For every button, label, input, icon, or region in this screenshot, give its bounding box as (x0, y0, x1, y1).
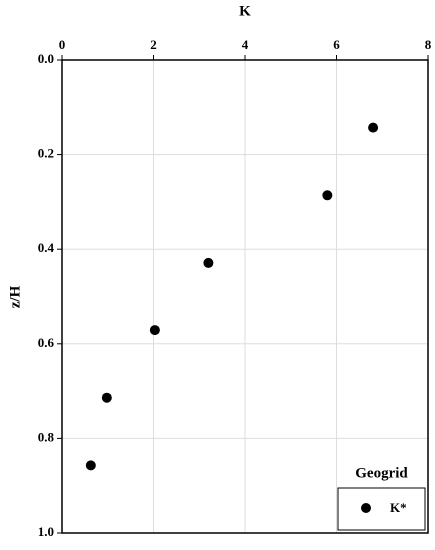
data-point (101, 392, 112, 403)
data-point (322, 190, 333, 201)
y-tick-label: 0.0 (38, 51, 54, 66)
y-tick-label: 0.8 (38, 429, 55, 444)
y-axis-label: z/H (7, 285, 23, 308)
data-point (149, 325, 160, 336)
x-axis-label: K (239, 3, 251, 19)
legend-box (337, 487, 426, 531)
y-tick-label: 0.4 (38, 240, 55, 255)
legend-title: Geogrid (355, 465, 408, 481)
data-point (368, 122, 379, 133)
y-tick-label: 0.2 (38, 146, 54, 161)
data-point (85, 460, 96, 471)
legend-label: K* (390, 500, 407, 515)
legend-marker (361, 503, 371, 513)
data-point (203, 257, 214, 268)
x-tick-label: 8 (425, 37, 432, 52)
x-tick-label: 0 (59, 37, 66, 52)
plot-frame (61, 59, 429, 534)
y-tick-label: 1.0 (38, 524, 54, 539)
x-tick-label: 4 (242, 37, 249, 52)
y-tick-label: 0.6 (38, 335, 55, 350)
x-tick-label: 2 (150, 37, 157, 52)
x-tick-label: 6 (333, 37, 340, 52)
